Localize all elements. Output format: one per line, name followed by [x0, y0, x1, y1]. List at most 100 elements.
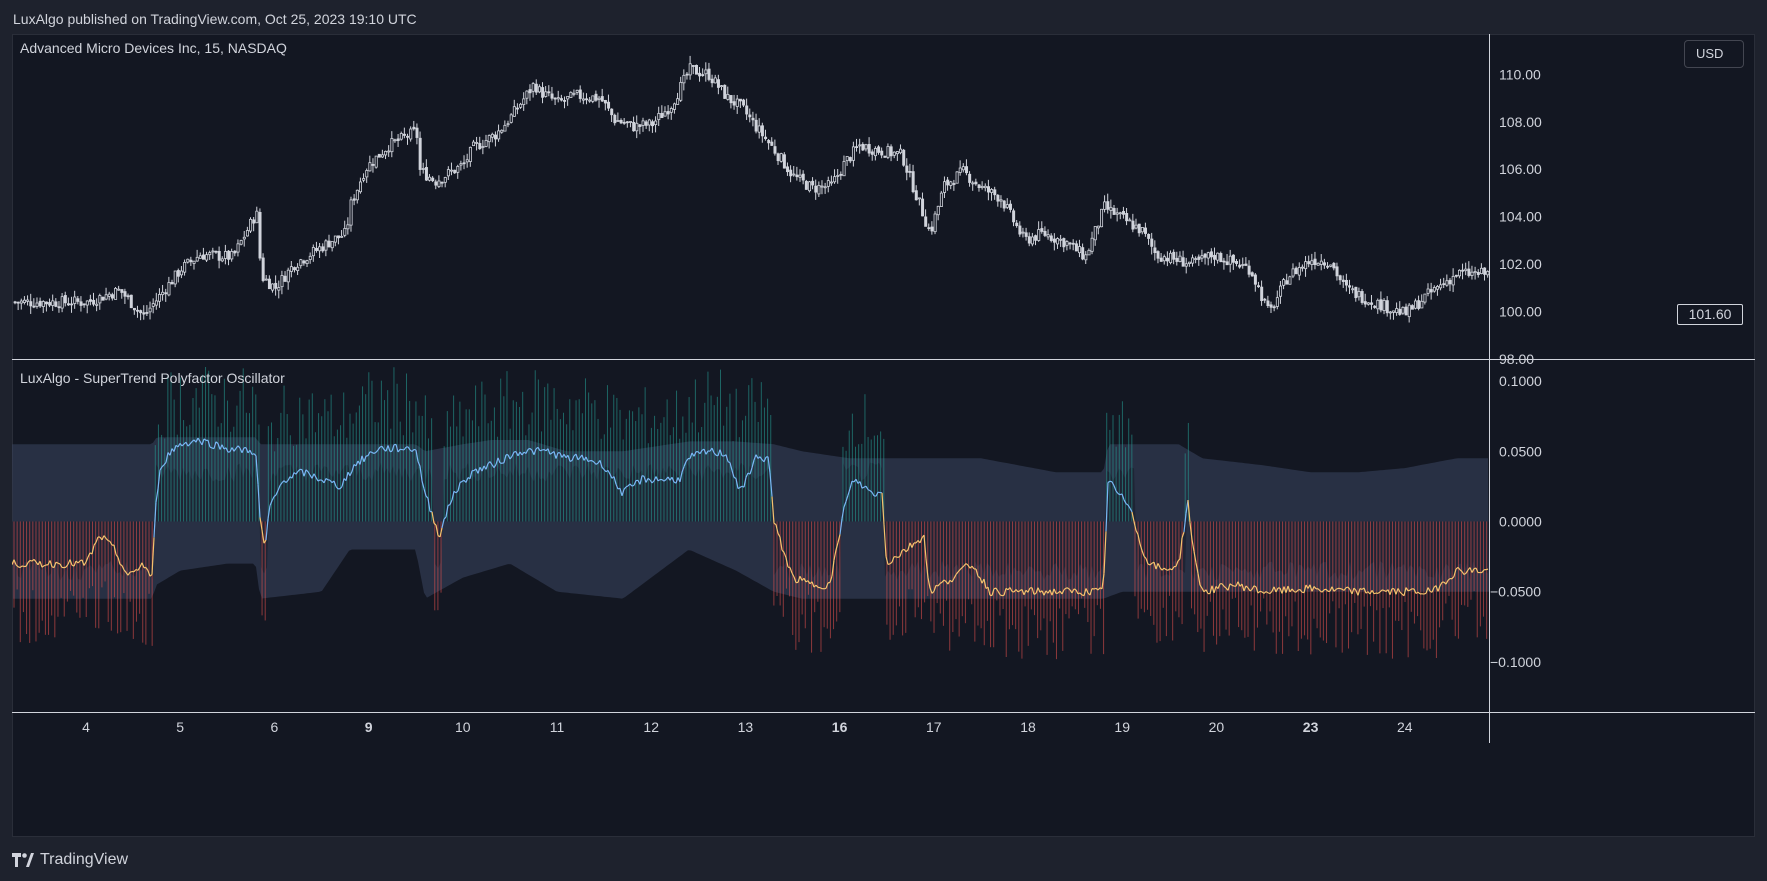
oscillator-line-segment — [1407, 589, 1411, 592]
candle-body — [1301, 266, 1305, 269]
oscillator-line-segment — [513, 450, 517, 453]
symbol-title[interactable]: Advanced Micro Devices Inc, 15, NASDAQ — [20, 40, 287, 56]
oscillator-line-segment — [837, 534, 841, 543]
candle-body — [566, 95, 570, 100]
oscillator-line-segment — [651, 480, 655, 484]
candle-body — [528, 89, 532, 94]
candle-body — [1247, 265, 1251, 275]
oscillator-line-segment — [403, 446, 407, 451]
candle-body — [622, 121, 626, 124]
candles-layer — [13, 55, 1490, 323]
oscillator-line-segment — [595, 462, 599, 465]
oscillator-line-segment — [1323, 588, 1327, 591]
chart-canvas[interactable]: 110.00 108.00 106.00 104.00 102.00 100.00 98.0… — [12, 34, 1755, 743]
oscillator-line-segment — [1459, 569, 1463, 573]
candle-body — [1458, 269, 1462, 277]
candle-body — [333, 235, 337, 243]
oscillator-line-segment — [341, 478, 345, 487]
candle-body — [638, 124, 642, 127]
oscillator-line-segment — [1393, 588, 1397, 595]
candle-body — [120, 289, 124, 293]
candle-body — [478, 143, 482, 150]
last-price-label: 101.60 — [1677, 304, 1743, 325]
candle-body — [1319, 260, 1323, 265]
oscillator-line-segment — [81, 559, 85, 566]
candle-body — [92, 299, 96, 305]
time-tick-label: 20 — [1209, 719, 1225, 735]
candle-body — [1112, 208, 1116, 215]
oscillator-line-segment — [1371, 590, 1375, 595]
oscillator-line-segment — [653, 476, 657, 482]
candle-body — [1071, 242, 1075, 245]
candle-body — [415, 127, 419, 138]
oscillator-line-segment — [601, 466, 605, 470]
candle-body — [682, 74, 686, 84]
candle-body — [35, 302, 39, 307]
candle-body — [500, 129, 504, 133]
oscillator-line-segment — [1217, 583, 1221, 589]
oscillator-line-segment — [859, 481, 863, 489]
candle-body — [673, 103, 677, 110]
oscillator-line-segment — [363, 455, 367, 463]
oscillator-line-segment — [1121, 493, 1125, 501]
oscillator-line-segment — [1143, 555, 1147, 559]
oscillator-line-segment — [1245, 585, 1249, 589]
currency-button[interactable]: USD — [1684, 40, 1744, 68]
candle-body — [641, 120, 645, 126]
candle-body — [1005, 204, 1009, 208]
candle-body — [889, 146, 893, 157]
candle-body — [515, 107, 519, 110]
candle-body — [54, 301, 58, 307]
candle-body — [1200, 255, 1204, 259]
candle-body — [484, 140, 488, 147]
candle-body — [895, 151, 899, 155]
candle-body — [346, 224, 350, 230]
candle-body — [1115, 212, 1119, 215]
candle-body — [1093, 226, 1097, 241]
candle-body — [1074, 243, 1078, 252]
tradingview-logo[interactable]: TradingView — [12, 851, 128, 869]
oscillator-line-segment — [609, 473, 613, 479]
oscillator-line-segment — [845, 494, 849, 502]
candle-body — [830, 181, 834, 184]
candle-body — [770, 141, 774, 146]
candle-body — [1407, 304, 1411, 318]
candle-body — [1194, 258, 1198, 260]
candle-body — [1213, 254, 1217, 260]
oscillator-line-segment — [1377, 591, 1381, 594]
oscillator-line-segment — [449, 499, 453, 505]
indicator-title[interactable]: LuxAlgo - SuperTrend Polyfactor Oscillat… — [20, 370, 285, 386]
oscillator-line-segment — [1147, 563, 1151, 566]
oscillator-line-segment — [719, 449, 723, 457]
oscillator-line-segment — [1113, 485, 1117, 492]
oscillator-line-segment — [1111, 481, 1115, 486]
oscillator-line-segment — [537, 447, 541, 452]
oscillator-line-segment — [43, 564, 47, 567]
oscillator-line-segment — [623, 486, 627, 490]
candle-body — [1206, 252, 1210, 259]
oscillator-line-segment — [591, 460, 595, 463]
candle-body — [789, 169, 793, 177]
oscillator-line-segment — [379, 445, 383, 448]
oscillator-line-segment — [1145, 558, 1149, 565]
candle-body — [264, 278, 268, 281]
candle-body — [537, 86, 541, 93]
candle-body — [512, 106, 516, 117]
candle-body — [710, 78, 714, 84]
candle-body — [1037, 229, 1041, 241]
oscillator-line-segment — [283, 480, 287, 483]
oscillator-line-segment — [803, 577, 807, 583]
oscillator-line-segment — [117, 557, 121, 565]
candle-body — [192, 260, 196, 264]
candle-body — [776, 153, 780, 161]
candle-body — [396, 138, 400, 141]
candle-body — [340, 235, 344, 238]
oscillator-line-segment — [699, 450, 703, 455]
candle-body — [1357, 291, 1361, 298]
oscillator-line-segment — [1017, 590, 1021, 593]
oscillator-line-segment — [237, 445, 241, 449]
oscillator-line-segment — [411, 449, 415, 452]
candle-body — [481, 146, 485, 148]
candle-body — [380, 154, 384, 158]
oscillator-line-segment — [279, 482, 283, 486]
